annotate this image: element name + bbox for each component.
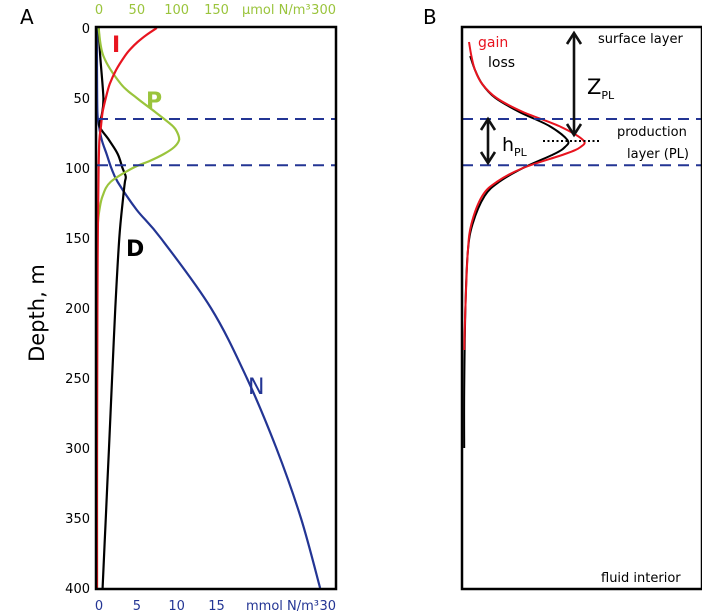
curve-label-n: N — [248, 375, 264, 400]
series-line-gain — [463, 41, 586, 351]
depth-tick-label: 300 — [65, 442, 90, 457]
z-pl-label: ZPL — [587, 75, 615, 102]
depth-tick-label: 100 — [65, 162, 90, 177]
h-pl-arrow — [479, 116, 497, 166]
legend-gain: gain — [478, 35, 508, 51]
bottom-axis-tick-label: 5 — [133, 599, 141, 614]
curve-label-d: D — [126, 237, 144, 262]
panel-a-frame — [94, 25, 338, 591]
depth-tick-label: 350 — [65, 512, 90, 527]
depth-tick-label: 150 — [65, 232, 90, 247]
legend-loss: loss — [488, 55, 515, 71]
panel-a-bottom-axis-title: mmol N/m³ — [246, 599, 319, 614]
curve-label-i: I — [112, 33, 120, 58]
series-line-n — [95, 27, 322, 589]
depth-tick-label: 200 — [65, 302, 90, 317]
panel-a-ylabel: Depth, m — [25, 264, 49, 362]
panel-b-frame — [460, 25, 702, 591]
h-pl-label: hPL — [502, 134, 528, 159]
surface-layer-label: surface layer — [598, 32, 683, 47]
depth-tick-label: 0 — [82, 22, 90, 37]
top-axis-tick-label: 0 — [95, 3, 103, 18]
top-axis-tick-label: 50 — [129, 3, 146, 18]
bottom-axis-tick-label: 30 — [319, 599, 336, 614]
panel-a-label: A — [20, 5, 34, 29]
series-line-p — [95, 27, 181, 588]
bottom-axis-tick-label: 0 — [95, 599, 103, 614]
curve-label-p: P — [146, 89, 162, 114]
z-pl-arrow — [565, 30, 583, 138]
fluid-interior-label: fluid interior — [601, 571, 681, 586]
panel-b-layer-boundaries — [462, 118, 702, 167]
panel-a-curves — [95, 27, 322, 589]
panel-b-curves — [463, 41, 586, 449]
panel-a-depth-axis: 0 50 100 150 200 250 300 350 400 — [65, 22, 90, 597]
production-layer-label-line2: layer (PL) — [627, 147, 689, 162]
series-line-loss — [463, 55, 570, 449]
panel-a-top-axis-title: µmol N/m³ — [242, 3, 311, 18]
depth-tick-label: 250 — [65, 372, 90, 387]
panel-a-top-axis: 0 50 100 150 300 — [95, 3, 336, 18]
panel-a-bottom-axis: 0 5 10 15 30 — [95, 599, 336, 614]
production-layer-label-line1: production — [617, 125, 687, 140]
depth-tick-label: 50 — [73, 92, 90, 107]
top-axis-tick-label: 150 — [204, 3, 229, 18]
top-axis-tick-label: 100 — [164, 3, 189, 18]
depth-tick-label: 400 — [65, 582, 90, 597]
panel-a-layer-boundaries — [97, 118, 336, 167]
panel-b-label: B — [423, 5, 437, 29]
bottom-axis-tick-label: 15 — [208, 599, 225, 614]
top-axis-tick-label: 300 — [311, 3, 336, 18]
bottom-axis-tick-label: 10 — [168, 599, 185, 614]
series-line-i — [95, 27, 158, 589]
